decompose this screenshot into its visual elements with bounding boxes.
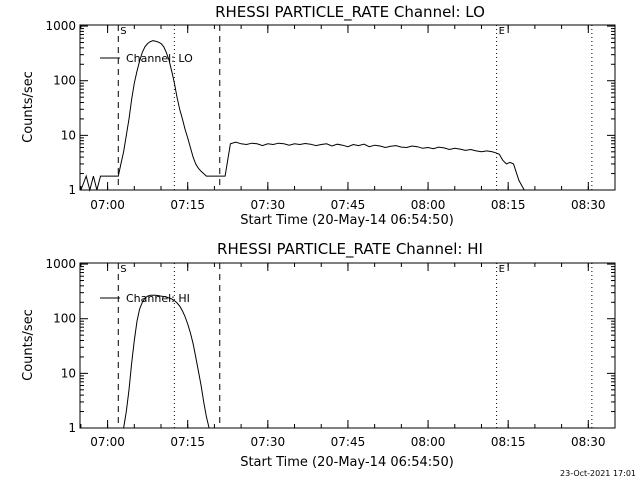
chart-hi-xlabel: Start Time (20-May-14 06:54:50) [240, 455, 454, 470]
chart-hi-y-ticks: 1 10 100 1000 [45, 257, 615, 435]
y-tick-label: 100 [53, 312, 76, 326]
marker-label-e: E [499, 26, 505, 37]
chart-hi-series-group [123, 294, 210, 429]
series-line-0 [123, 294, 210, 429]
x-tick-label: 08:30 [571, 435, 606, 449]
chart-hi-title: RHESSI PARTICLE_RATE Channel: HI [217, 240, 483, 259]
y-tick-label: 10 [61, 366, 76, 380]
x-tick-label: 07:45 [331, 435, 366, 449]
chart-lo-series-group [80, 40, 578, 192]
series-line-0 [80, 40, 578, 192]
chart-hi-legend: Channel: HI [100, 292, 190, 305]
y-tick-label: 10 [61, 128, 76, 142]
y-tick-label: 1000 [45, 19, 76, 33]
datestamp: 23-Oct-2021 17:01 [560, 469, 636, 478]
marker-label-s: S [120, 264, 126, 275]
chart-lo-x-ticks: 07:00 07:15 07:30 07:45 08:00 08:15 08:30 [80, 25, 616, 212]
chart-lo-xlabel: Start Time (20-May-14 06:54:50) [240, 213, 454, 228]
x-tick-label: 08:30 [571, 198, 606, 212]
chart-lo-legend-label: Channel: LO [126, 52, 193, 65]
x-tick-label: 08:15 [491, 435, 526, 449]
x-tick-label: 07:45 [331, 198, 366, 212]
marker-label-s: S [120, 26, 126, 37]
chart-lo-y-ticks: 1 10 100 1000 [45, 19, 615, 197]
x-tick-label: 07:15 [170, 435, 205, 449]
marker-label-e: E [499, 264, 505, 275]
x-tick-label: 07:15 [170, 198, 205, 212]
x-tick-label: 07:00 [90, 198, 125, 212]
x-tick-label: 08:15 [491, 198, 526, 212]
y-tick-label: 1 [68, 183, 76, 197]
x-tick-label: 07:00 [90, 435, 125, 449]
y-tick-label: 1 [68, 421, 76, 435]
chart-lo-ylabel: Counts/sec [21, 71, 36, 143]
x-tick-label: 07:30 [251, 435, 286, 449]
y-tick-label: 100 [53, 74, 76, 88]
x-tick-label: 07:30 [251, 198, 286, 212]
chart-hi-ylabel: Counts/sec [21, 309, 36, 381]
chart-hi-legend-label: Channel: HI [126, 292, 190, 305]
x-tick-label: 08:00 [411, 435, 446, 449]
chart-lo-plot-frame [79, 24, 616, 191]
chart-lo-title: RHESSI PARTICLE_RATE Channel: LO [215, 3, 485, 22]
chart-hi-x-ticks: 07:00 07:15 07:30 07:45 08:00 08:15 08:30 [80, 263, 616, 449]
x-tick-label: 08:00 [411, 198, 446, 212]
chart-hi-plot-frame [79, 262, 616, 429]
y-tick-label: 1000 [45, 257, 76, 271]
chart-lo-legend: Channel: LO [100, 52, 193, 65]
